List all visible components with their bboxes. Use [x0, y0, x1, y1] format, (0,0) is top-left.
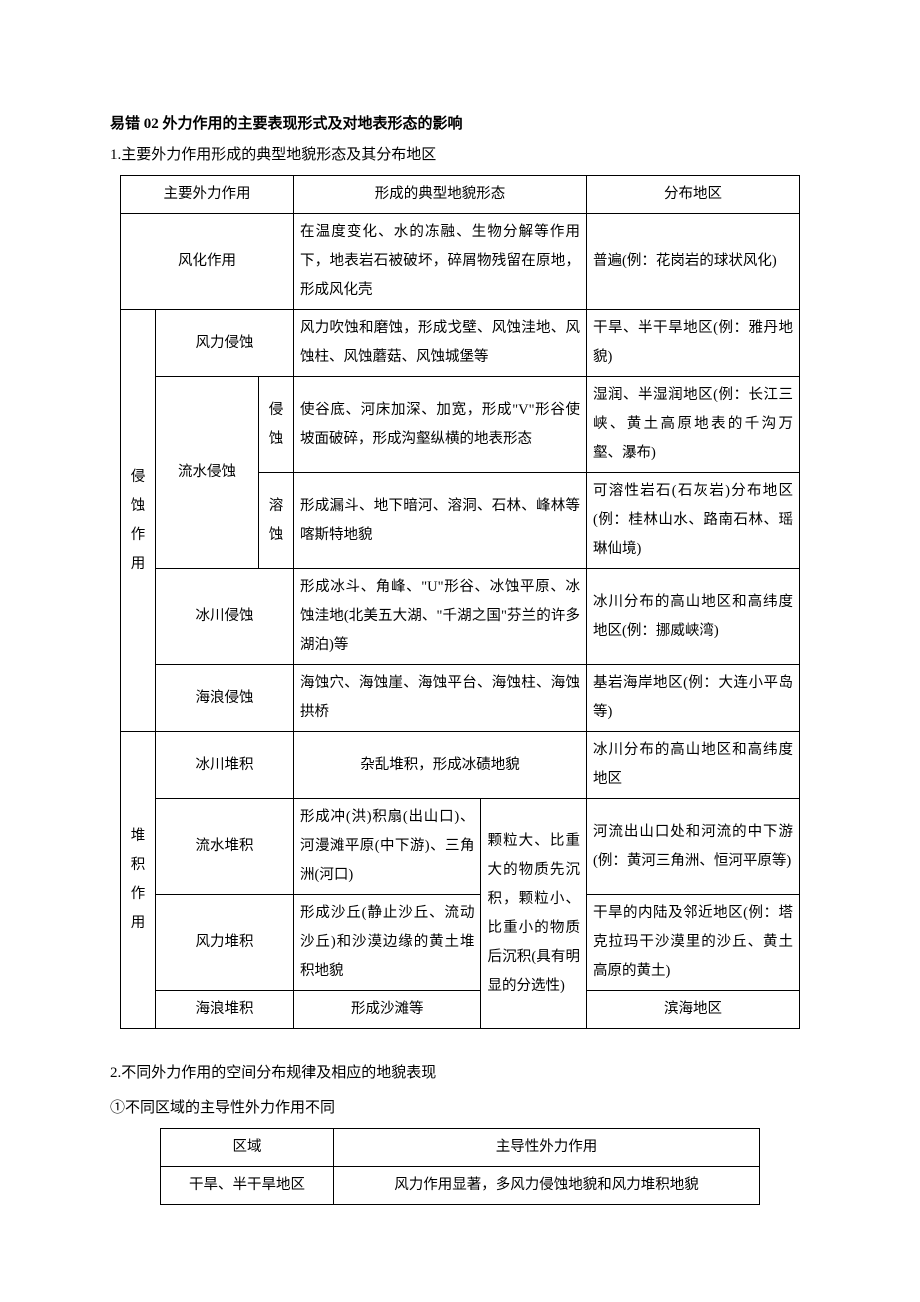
wind-deposition-dist: 干旱的内陆及邻近地区(例：塔克拉玛干沙漠里的沙丘、黄土高原的黄土): [587, 895, 800, 991]
fluvial-deposition-label: 流水堆积: [156, 799, 294, 895]
weathering-label: 风化作用: [121, 214, 294, 310]
glacier-erosion-morph: 形成冰斗、角峰、"U"形谷、冰蚀平原、冰蚀洼地(北美五大湖、"千湖之国"芬兰的许…: [294, 569, 587, 665]
fluvial-erosion-dist: 湿润、半湿润地区(例：长江三峡、黄土高原地表的千沟万壑、瀑布): [587, 377, 800, 473]
glacier-erosion-label: 冰川侵蚀: [156, 569, 294, 665]
table-row: 堆积作用 冰川堆积 杂乱堆积，形成冰碛地貌 冰川分布的高山地区和高纬度地区: [121, 732, 800, 799]
table-row: 主要外力作用 形成的典型地貌形态 分布地区: [121, 176, 800, 214]
fluvial-erosion-sublabel: 侵蚀: [259, 377, 294, 473]
fluvial-dissolution-dist: 可溶性岩石(石灰岩)分布地区(例：桂林山水、路南石林、瑶琳仙境): [587, 473, 800, 569]
arid-region-force: 风力作用显著，多风力侵蚀地貌和风力堆积地貌: [334, 1167, 760, 1205]
glacier-deposition-label: 冰川堆积: [156, 732, 294, 799]
fluvial-erosion-label: 流水侵蚀: [156, 377, 259, 569]
regional-dominant-force-table: 区域 主导性外力作用 干旱、半干旱地区 风力作用显著，多风力侵蚀地貌和风力堆积地…: [160, 1128, 760, 1205]
table-row: 风力堆积 形成沙丘(静止沙丘、流动沙丘)和沙漠边缘的黄土堆积地貌 干旱的内陆及邻…: [121, 895, 800, 991]
wind-erosion-label: 风力侵蚀: [156, 310, 294, 377]
col-header-distribution: 分布地区: [587, 176, 800, 214]
table-row: 侵蚀作用 风力侵蚀 风力吹蚀和磨蚀，形成戈壁、风蚀洼地、风蚀柱、风蚀蘑菇、风蚀城…: [121, 310, 800, 377]
wave-deposition-label: 海浪堆积: [156, 991, 294, 1029]
table-row: 干旱、半干旱地区 风力作用显著，多风力侵蚀地貌和风力堆积地貌: [161, 1167, 760, 1205]
col-header-dominant-force: 主导性外力作用: [334, 1129, 760, 1167]
table-row: 风化作用 在温度变化、水的冻融、生物分解等作用下，地表岩石被破坏，碎屑物残留在原…: [121, 214, 800, 310]
exogenic-forces-table: 主要外力作用 形成的典型地貌形态 分布地区 风化作用 在温度变化、水的冻融、生物…: [120, 175, 800, 1029]
weathering-morph: 在温度变化、水的冻融、生物分解等作用下，地表岩石被破坏，碎屑物残留在原地，形成风…: [294, 214, 587, 310]
weathering-dist: 普遍(例：花岗岩的球状风化): [587, 214, 800, 310]
table-row: 海浪侵蚀 海蚀穴、海蚀崖、海蚀平台、海蚀柱、海蚀拱桥 基岩海岸地区(例：大连小平…: [121, 665, 800, 732]
arid-region-label: 干旱、半干旱地区: [161, 1167, 334, 1205]
wave-deposition-dist: 滨海地区: [587, 991, 800, 1029]
glacier-deposition-morph: 杂乱堆积，形成冰碛地貌: [294, 732, 587, 799]
glacier-erosion-dist: 冰川分布的高山地区和高纬度地区(例：挪威峡湾): [587, 569, 800, 665]
wind-deposition-morph: 形成沙丘(静止沙丘、流动沙丘)和沙漠边缘的黄土堆积地貌: [294, 895, 481, 991]
col-header-force: 主要外力作用: [121, 176, 294, 214]
table-row: 海浪堆积 形成沙滩等 滨海地区: [121, 991, 800, 1029]
glacier-deposition-dist: 冰川分布的高山地区和高纬度地区: [587, 732, 800, 799]
wave-erosion-label: 海浪侵蚀: [156, 665, 294, 732]
table-row: 流水侵蚀 侵蚀 使谷底、河床加深、加宽，形成"V"形谷使坡面破碎，形成沟壑纵横的…: [121, 377, 800, 473]
section-2-heading: 2.不同外力作用的空间分布规律及相应的地貌表现: [110, 1059, 810, 1088]
page-title: 易错 02 外力作用的主要表现形式及对地表形态的影响: [110, 110, 810, 139]
fluvial-erosion-morph: 使谷底、河床加深、加宽，形成"V"形谷使坡面破碎，形成沟壑纵横的地表形态: [294, 377, 587, 473]
table-row: 冰川侵蚀 形成冰斗、角峰、"U"形谷、冰蚀平原、冰蚀洼地(北美五大湖、"千湖之国…: [121, 569, 800, 665]
deposition-note: 颗粒大、比重大的物质先沉积，颗粒小、比重小的物质后沉积(具有明显的分选性): [481, 799, 587, 1029]
table-row: 流水堆积 形成冲(洪)积扇(出山口)、河漫滩平原(中下游)、三角洲(河口) 颗粒…: [121, 799, 800, 895]
wind-deposition-label: 风力堆积: [156, 895, 294, 991]
col-header-region: 区域: [161, 1129, 334, 1167]
section-1-heading: 1.主要外力作用形成的典型地貌形态及其分布地区: [110, 141, 810, 170]
wave-erosion-morph: 海蚀穴、海蚀崖、海蚀平台、海蚀柱、海蚀拱桥: [294, 665, 587, 732]
fluvial-dissolution-sublabel: 溶蚀: [259, 473, 294, 569]
fluvial-deposition-dist: 河流出山口处和河流的中下游(例：黄河三角洲、恒河平原等): [587, 799, 800, 895]
section-2a-heading: ①不同区域的主导性外力作用不同: [110, 1094, 810, 1123]
wind-erosion-morph: 风力吹蚀和磨蚀，形成戈壁、风蚀洼地、风蚀柱、风蚀蘑菇、风蚀城堡等: [294, 310, 587, 377]
deposition-group-label: 堆积作用: [121, 732, 156, 1029]
table-row: 区域 主导性外力作用: [161, 1129, 760, 1167]
wind-erosion-dist: 干旱、半干旱地区(例：雅丹地貌): [587, 310, 800, 377]
fluvial-deposition-morph: 形成冲(洪)积扇(出山口)、河漫滩平原(中下游)、三角洲(河口): [294, 799, 481, 895]
erosion-group-label: 侵蚀作用: [121, 310, 156, 732]
col-header-morphology: 形成的典型地貌形态: [294, 176, 587, 214]
wave-erosion-dist: 基岩海岸地区(例：大连小平岛等): [587, 665, 800, 732]
wave-deposition-morph: 形成沙滩等: [294, 991, 481, 1029]
fluvial-dissolution-morph: 形成漏斗、地下暗河、溶洞、石林、峰林等喀斯特地貌: [294, 473, 587, 569]
